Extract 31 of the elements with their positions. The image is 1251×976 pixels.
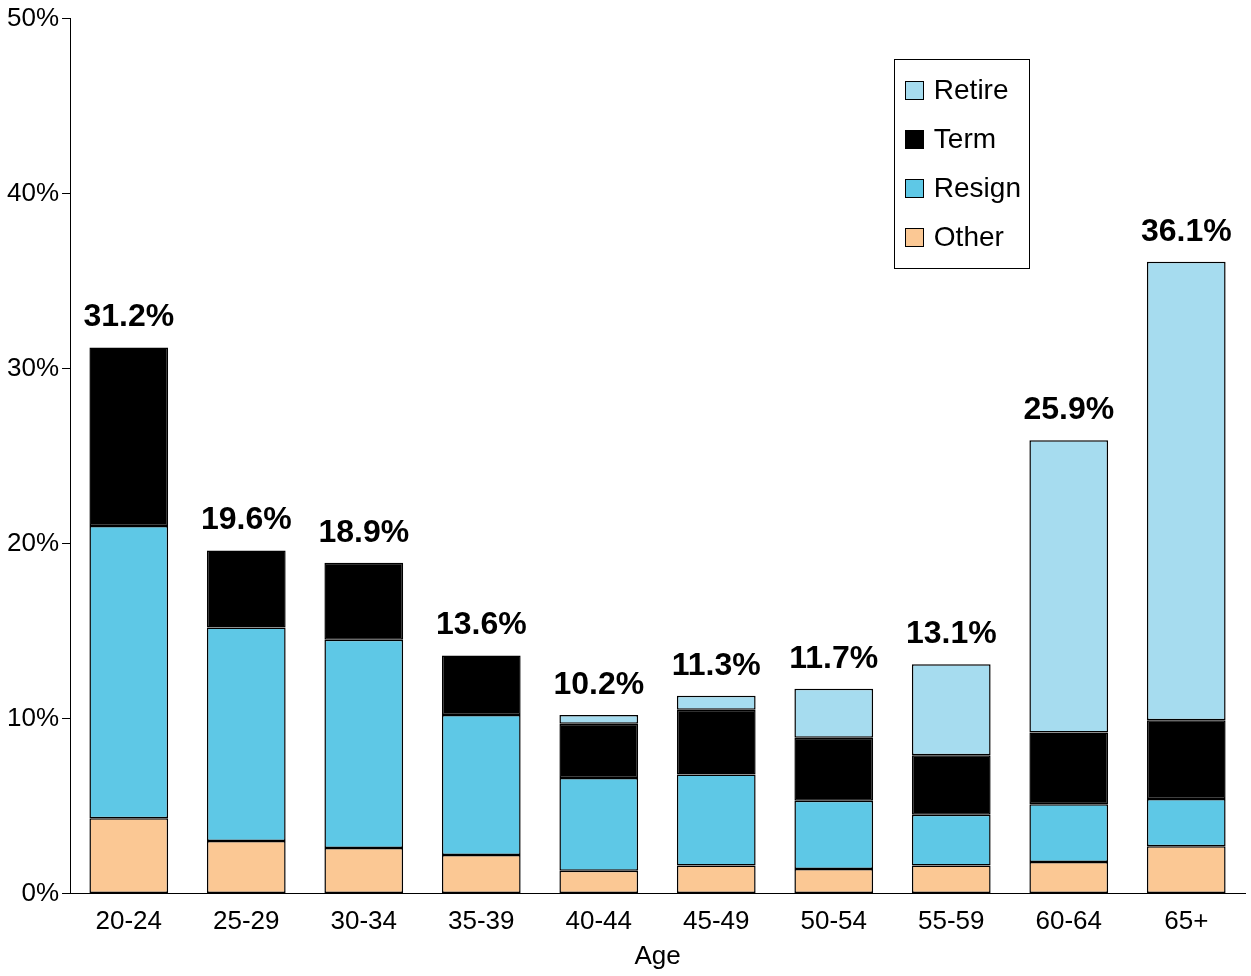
- x-tick-label: 50-54: [800, 905, 868, 936]
- total-label: 11.7%: [789, 638, 879, 675]
- total-label: 10.2%: [553, 664, 645, 701]
- total-label: 11.3%: [671, 645, 761, 682]
- x-tick-label: 30-34: [330, 905, 398, 936]
- x-tick-label: 65+: [1164, 905, 1209, 936]
- y-tick-label: 20%: [6, 526, 60, 557]
- legend-label: Resign: [933, 172, 1021, 205]
- x-tick-label: 55-59: [918, 905, 985, 936]
- x-tick-label: 25-29: [213, 905, 280, 936]
- total-label: 19.6%: [200, 500, 292, 537]
- x-axis-title: Age: [634, 939, 681, 970]
- x-tick-label: 45-49: [683, 905, 750, 936]
- y-tick-label: 30%: [6, 351, 60, 382]
- y-tick-label: 50%: [6, 1, 60, 32]
- x-tick-label: 20-24: [95, 905, 163, 936]
- legend-label: Retire: [933, 74, 1009, 107]
- x-tick-label: 35-39: [448, 905, 515, 936]
- total-label: 13.6%: [435, 605, 527, 642]
- x-tick-label: 40-44: [565, 905, 633, 936]
- total-label: 25.9%: [1023, 390, 1115, 427]
- legend-label: Other: [933, 221, 1004, 254]
- legend-label: Term: [933, 123, 997, 156]
- total-label: 36.1%: [1140, 211, 1232, 248]
- total-label: 13.1%: [905, 614, 997, 651]
- total-label: 18.9%: [318, 512, 410, 549]
- y-tick-label: 40%: [6, 176, 60, 207]
- total-label: 31.2%: [83, 297, 175, 334]
- y-tick-label: 0%: [21, 876, 60, 907]
- x-tick-label: 60-64: [1035, 905, 1103, 936]
- y-tick-label: 10%: [6, 701, 60, 732]
